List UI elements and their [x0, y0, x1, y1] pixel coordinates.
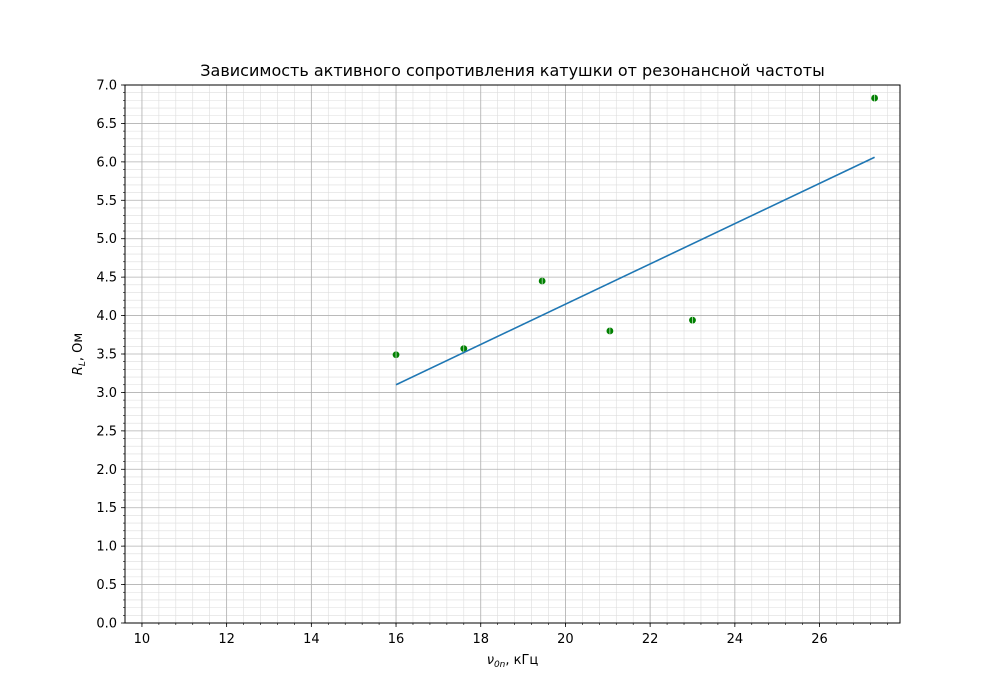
- major-grid: [125, 84, 900, 624]
- y-tick-label: 7.0: [96, 79, 117, 94]
- y-tick-label: 3.5: [96, 348, 117, 363]
- y-tick-label: 3.0: [96, 386, 117, 401]
- x-tick-label: 12: [218, 632, 235, 647]
- x-tick-label: 26: [811, 632, 828, 647]
- y-tick-label: 2.0: [96, 463, 117, 478]
- y-tick-label: 4.0: [96, 309, 117, 324]
- plot-series: [392, 94, 878, 386]
- y-axis-symbol: R: [71, 366, 86, 375]
- y-tick-label: 4.5: [96, 271, 117, 286]
- y-axis-label: RL, Ом: [71, 333, 88, 375]
- x-tick-label: 22: [642, 632, 659, 647]
- x-axis-label: ν0n, кГц: [487, 653, 539, 670]
- x-tick-label: 10: [134, 632, 151, 647]
- x-tick-label: 20: [557, 632, 574, 647]
- y-axis-subscript: L: [78, 361, 88, 366]
- y-tick-label: 1.5: [96, 501, 117, 516]
- x-tick-label: 18: [472, 632, 489, 647]
- y-tick-label: 1.0: [96, 540, 117, 555]
- x-tick-label: 16: [388, 632, 405, 647]
- x-tick-label: 24: [727, 632, 744, 647]
- y-tick-label: 6.0: [96, 155, 117, 170]
- y-tick-label: 0.5: [96, 578, 117, 593]
- y-tick-label: 5.0: [96, 232, 117, 247]
- x-axis-unit: , кГц: [505, 653, 538, 668]
- y-tick-label: 6.5: [96, 117, 117, 132]
- fit-line: [395, 156, 875, 386]
- y-axis-unit: , Ом: [71, 333, 86, 361]
- x-axis-subscript: 0n: [494, 660, 506, 670]
- x-tick-label: 14: [303, 632, 320, 647]
- y-tick-label: 0.0: [96, 617, 117, 632]
- y-tick-label: 2.5: [96, 424, 117, 439]
- chart-title: Зависимость активного сопротивления кату…: [200, 61, 824, 80]
- y-tick-label: 5.5: [96, 194, 117, 209]
- x-axis-symbol: ν: [487, 653, 494, 668]
- axis-ticks: 10 12 14 16 18 20 22 24 26 0.0 0.5 1.0 1.5 2.0 2.5 3.0 3…: [96, 79, 888, 647]
